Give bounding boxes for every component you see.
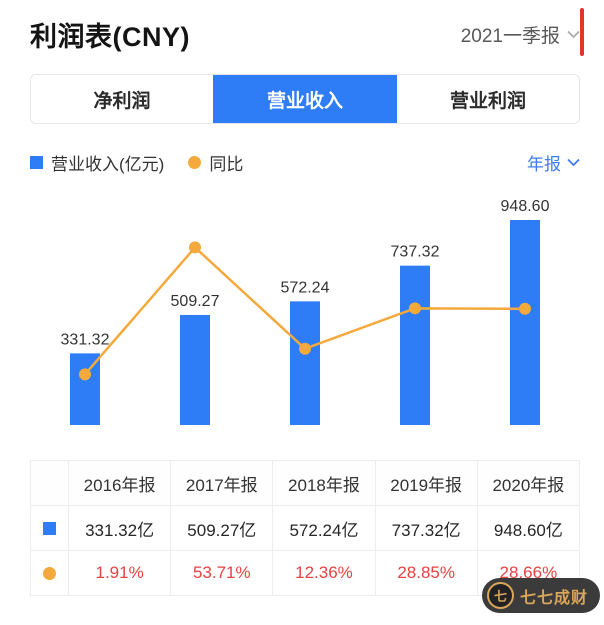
report-range-label: 年报 [527, 155, 561, 174]
scroll-indicator [580, 8, 584, 56]
revenue-bar[interactable] [290, 301, 320, 425]
revenue-bar[interactable] [510, 220, 540, 425]
revenue-cell: 331.32亿 [67, 505, 172, 551]
bar-value-label: 331.32 [61, 331, 110, 348]
data-table: 2016年报 2017年报 2018年报 2019年报 2020年报 331.3… [30, 460, 581, 596]
bar-value-label: 572.24 [281, 279, 330, 296]
tab-operating-profit[interactable]: 营业利润 [396, 75, 579, 123]
yoy-legend-swatch [188, 156, 202, 169]
bar-line-chart-canvas: 331.32 509.27 572.24 737.32 948.60 [61, 198, 550, 425]
yoy-legend-icon [43, 566, 56, 580]
tab-label: 营业利润 [449, 90, 526, 112]
period-selector[interactable]: 2021一季报 [461, 21, 580, 48]
bar-value-label: 948.60 [501, 198, 550, 215]
revenue-bar[interactable] [180, 314, 210, 425]
col-header: 2019年报 [374, 460, 478, 506]
yoy-point[interactable] [409, 302, 421, 315]
yoy-point[interactable] [299, 342, 311, 355]
revenue-row: 331.32亿 509.27亿 572.24亿 737.32亿 948.60亿 [30, 505, 581, 551]
watermark: 七 七七成财 [481, 578, 600, 613]
bar-value-label: 737.32 [391, 244, 440, 261]
col-header: 2016年报 [67, 460, 172, 506]
yoy-point[interactable] [519, 302, 531, 315]
tab-net-profit[interactable]: 净利润 [31, 75, 213, 123]
revenue-cell: 509.27亿 [170, 505, 274, 551]
col-header: 2017年报 [170, 460, 274, 506]
tab-label: 净利润 [93, 90, 151, 112]
report-range-selector[interactable]: 年报 [527, 150, 580, 175]
tab-operating-revenue[interactable]: 营业收入 [213, 75, 396, 123]
revenue-cell: 572.24亿 [272, 505, 376, 551]
watermark-text: 七七成财 [519, 589, 588, 607]
revenue-chart: 331.32 509.27 572.24 737.32 948.60 [30, 187, 580, 444]
revenue-legend-swatch [30, 156, 43, 169]
page-title: 利润表(CNY) [30, 21, 190, 52]
header: 利润表(CNY) 2021一季报 [30, 14, 580, 54]
yoy-cell: 53.71% [170, 550, 274, 596]
revenue-legend-icon [43, 521, 56, 535]
table-header-row: 2016年报 2017年报 2018年报 2019年报 2020年报 [30, 460, 581, 506]
chevron-down-icon [567, 30, 580, 38]
revenue-cell: 948.60亿 [476, 505, 581, 551]
revenue-legend-label: 营业收入(亿元) [51, 155, 165, 174]
tab-label: 营业收入 [266, 90, 343, 112]
chevron-down-icon [567, 158, 580, 167]
revenue-row-icon-cell [30, 505, 69, 551]
chart-legend: 营业收入(亿元) 同比 年报 [30, 150, 580, 175]
revenue-bar[interactable] [70, 353, 100, 425]
yoy-cell: 12.36% [272, 550, 376, 596]
yoy-row-icon-cell [30, 550, 69, 596]
period-selector-label: 2021一季报 [460, 25, 560, 47]
yoy-cell: 1.91% [67, 550, 172, 596]
yoy-legend-label: 同比 [209, 155, 244, 174]
corner-cell [30, 460, 69, 506]
col-header: 2018年报 [272, 460, 376, 506]
yoy-cell: 28.85% [374, 550, 478, 596]
revenue-cell: 737.32亿 [374, 505, 478, 551]
bar-value-label: 509.27 [171, 293, 220, 310]
col-header: 2020年报 [476, 460, 581, 506]
watermark-logo: 七 [486, 582, 514, 609]
yoy-point[interactable] [189, 241, 201, 254]
revenue-bar[interactable] [400, 265, 430, 425]
yoy-point[interactable] [79, 368, 91, 381]
metric-tabs: 净利润 营业收入 营业利润 [30, 74, 580, 124]
yoy-row: 1.91% 53.71% 12.36% 28.85% 28.66% [30, 550, 581, 596]
